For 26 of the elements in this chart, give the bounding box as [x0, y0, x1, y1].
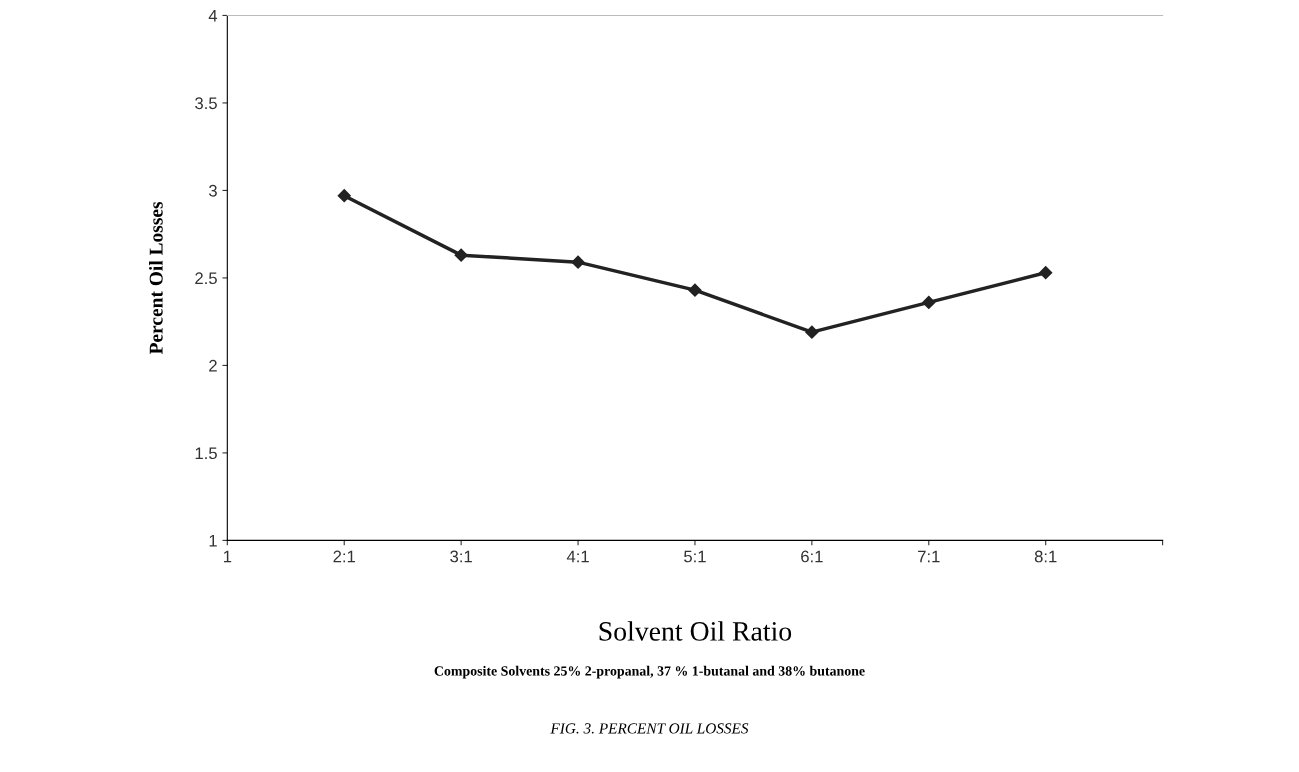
x-tick-label: 4:1 — [566, 550, 589, 563]
point — [688, 283, 702, 297]
y-tick-label: 3 — [208, 184, 217, 197]
x-axis-title: Solvent Oil Ratio — [599, 621, 792, 641]
point — [571, 255, 585, 269]
x-tick-label: 8:1 — [1034, 550, 1057, 563]
y-tick-label: 1 — [209, 534, 217, 547]
y-tick-label: 1.5 — [195, 447, 217, 460]
point — [454, 248, 468, 262]
caption: FIG. 3. PERCENT OIL LOSSES — [550, 723, 749, 734]
y-tick-label: 2.5 — [195, 272, 217, 285]
point — [922, 295, 936, 310]
text: Composite Solvents 25% 2-propanal, 37 % 1-butanal and 38% butanone — [434, 665, 865, 679]
x-tick-label: 1 — [223, 550, 232, 563]
x-tick-label: 6:1 — [801, 550, 823, 563]
x-tick-label: 2:1 — [333, 550, 356, 563]
x-tick-label: 3:1 — [450, 550, 472, 563]
x-tick-label: 5:1 — [684, 550, 706, 563]
y-tick-label: 2 — [209, 359, 217, 372]
y-tick-label: 3.5 — [195, 97, 217, 110]
y-axis-title: Percent Oil Losses — [149, 201, 163, 355]
point — [337, 189, 351, 203]
point — [1039, 266, 1053, 280]
y-tick-label: 4 — [208, 10, 218, 22]
x-tick-label: 7:1 — [918, 550, 940, 563]
point — [805, 325, 819, 339]
